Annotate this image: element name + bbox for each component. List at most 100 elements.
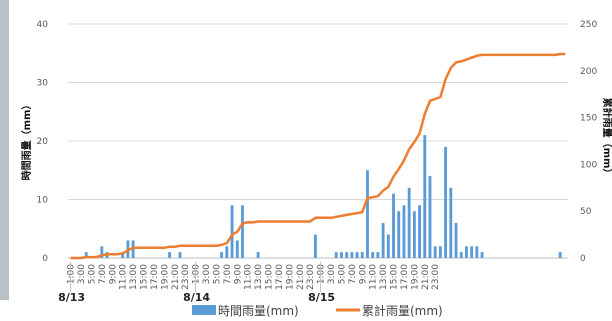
hourly-rainfall-bar — [100, 246, 104, 258]
left-axis-tick-label: 30 — [37, 79, 49, 89]
hourly-rainfall-bar — [366, 170, 369, 258]
hourly-rainfall-bar — [178, 252, 182, 258]
x-axis-hour-label: 17:00 — [150, 264, 160, 290]
right-axis-tick-label: 150 — [580, 114, 597, 124]
x-axis-date-label: 8/13 — [58, 291, 85, 304]
hourly-rainfall-bar — [340, 252, 343, 258]
right-axis-ticks: 0 50 100 150 200 250 — [580, 20, 597, 264]
cumulative-rainfall-series-line — [70, 52, 566, 260]
x-axis-hour-label: 23:00 — [306, 264, 316, 290]
x-axis-hour-label: 19:00 — [160, 264, 170, 290]
right-axis-tick-label: 50 — [580, 207, 592, 217]
hourly-rainfall-bar — [402, 205, 406, 258]
left-axis-tick-label: 40 — [37, 20, 49, 30]
x-axis-hour-labels: 1:00 3:00 5:00 7:00 9:00 11:00 13:00 15:00 17:00… — [67, 264, 442, 290]
hourly-rainfall-bar — [220, 252, 224, 258]
x-axis-hour-label: 19:00 — [285, 264, 295, 290]
x-axis-hour-label: 5:00 — [212, 264, 222, 284]
hourly-rainfall-bar — [418, 205, 421, 258]
cumulative-rainfall-line — [70, 52, 566, 260]
x-axis-hour-label: 9:00 — [108, 264, 118, 284]
x-axis-hour-label: 13:00 — [379, 264, 389, 290]
right-axis-title: 累計雨量（mm） — [601, 98, 612, 179]
x-axis-hour-label: 9:00 — [233, 264, 243, 284]
hourly-rainfall-bar — [386, 234, 390, 258]
x-axis-hour-label: 17:00 — [400, 264, 410, 290]
x-axis-hour-label: 19:00 — [410, 264, 420, 290]
hourly-rainfall-bar — [449, 187, 453, 258]
hourly-rainfall-bar — [256, 252, 260, 258]
hourly-rainfall-bar — [558, 252, 562, 258]
x-axis-hour-label: 13:00 — [254, 264, 264, 290]
x-axis-hour-label: 15:00 — [140, 264, 150, 290]
left-axis-tick-label: 0 — [42, 254, 48, 264]
hourly-rainfall-bar — [392, 193, 395, 258]
hourly-rainfall-bar — [412, 211, 416, 258]
left-axis-title: 時間雨量（mm） — [20, 100, 33, 181]
hourly-rainfall-bar — [433, 246, 437, 258]
x-axis-hour-label: 3:00 — [327, 264, 337, 284]
x-axis-date-label: 8/14 — [183, 291, 210, 304]
x-axis-hour-label: 11:00 — [369, 264, 379, 290]
x-axis-hour-label: 15:00 — [265, 264, 275, 290]
hourly-rainfall-bar — [459, 252, 463, 258]
hourly-rainfall-bar — [381, 222, 385, 258]
left-axis-tick-label: 20 — [37, 137, 49, 147]
hourly-rainfall-bar — [230, 205, 234, 258]
gridlines — [68, 23, 568, 259]
hourly-rainfall-bar — [121, 252, 125, 258]
legend-label-cumulative: 累計雨量(mm) — [362, 303, 443, 318]
hourly-rainfall-bar — [334, 252, 338, 258]
hourly-rainfall-bar — [168, 252, 171, 258]
hourly-rainfall-bar — [397, 211, 401, 258]
x-axis-hour-label: 21:00 — [421, 264, 431, 290]
x-axis-hour-label: 7:00 — [98, 264, 108, 284]
hourly-rainfall-bar — [423, 135, 427, 258]
x-axis-hour-label: 21:00 — [171, 264, 181, 290]
x-axis-hour-label: 11:00 — [119, 264, 129, 290]
x-axis-hour-label: 7:00 — [348, 264, 358, 284]
hourly-rainfall-bar — [475, 246, 479, 258]
x-axis-hour-label: 7:00 — [223, 264, 233, 284]
hourly-rainfall-bar — [428, 176, 432, 258]
hourly-rainfall-bar — [454, 222, 458, 258]
right-axis-tick-label: 100 — [580, 160, 597, 170]
x-axis-hour-label: 13:00 — [129, 264, 139, 290]
hourly-rainfall-bar — [225, 246, 229, 258]
left-edge-photo-strip — [0, 0, 9, 300]
legend-label-hourly: 時間雨量(mm) — [218, 304, 299, 318]
left-axis-tick-label: 10 — [37, 196, 49, 206]
hourly-rainfall-bars — [84, 135, 562, 258]
x-axis-hour-label: 3:00 — [77, 264, 87, 284]
hourly-rainfall-bar — [235, 240, 239, 258]
x-axis-hour-label: 5:00 — [87, 264, 97, 284]
legend: 時間雨量(mm) 累計雨量(mm) — [192, 303, 443, 318]
x-axis-hour-label: 23:00 — [181, 264, 191, 290]
hourly-rainfall-bar — [355, 252, 359, 258]
hourly-rainfall-bar — [131, 240, 135, 258]
right-axis-tick-label: 0 — [580, 254, 586, 264]
hourly-rainfall-bar — [345, 252, 349, 258]
legend-swatch-hourly — [192, 305, 216, 315]
hourly-rainfall-bar — [313, 234, 317, 258]
x-axis-hour-label: 15:00 — [390, 264, 400, 290]
x-axis-hour-label: 3:00 — [202, 264, 212, 284]
hourly-rainfall-bar — [480, 252, 484, 258]
x-axis-hour-label: 1:00 — [192, 264, 202, 284]
hourly-rainfall-bar — [470, 246, 474, 258]
hourly-rainfall-bar — [444, 146, 448, 258]
hourly-rainfall-bar — [407, 187, 411, 258]
x-axis-hour-label: 11:00 — [244, 264, 254, 290]
hourly-rainfall-bar — [84, 252, 88, 258]
hourly-rainfall-bar — [371, 252, 375, 258]
x-axis-hour-label: 21:00 — [296, 264, 306, 290]
x-axis-hour-label: 17:00 — [275, 264, 285, 290]
x-axis-hour-label: 1:00 — [317, 264, 327, 284]
x-axis-date-label: 8/15 — [308, 291, 335, 304]
hourly-rainfall-bar — [376, 252, 380, 258]
hourly-rainfall-bar — [465, 246, 468, 258]
hourly-rainfall-bar — [438, 246, 442, 258]
x-axis-hour-label: 5:00 — [337, 264, 347, 284]
hourly-rainfall-bar — [350, 252, 354, 258]
